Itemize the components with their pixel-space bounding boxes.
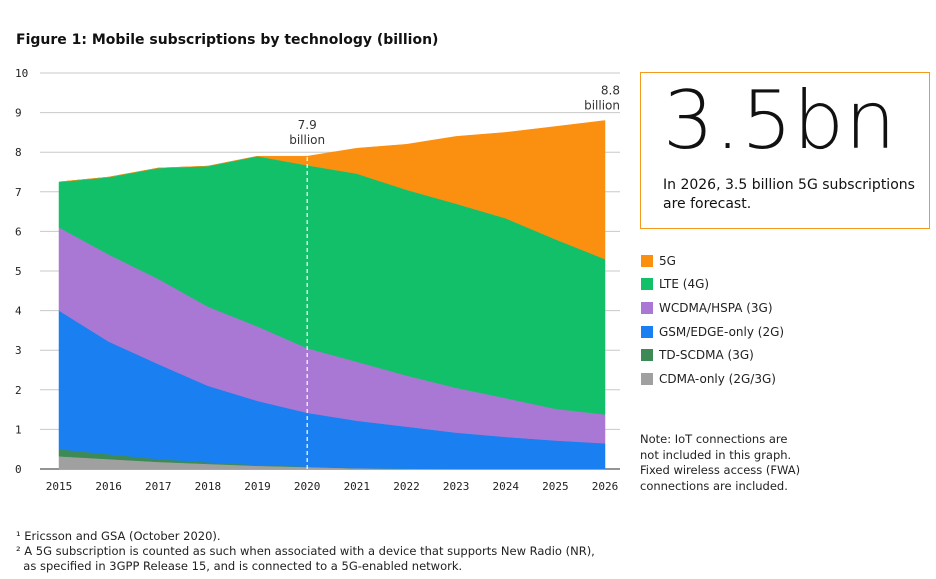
note-line: connections are included. [640, 478, 788, 493]
y-tick-label: 2 [15, 384, 22, 397]
legend-swatch [641, 349, 653, 362]
y-tick-label: 9 [15, 107, 22, 120]
legend-item: LTE (4G) [641, 273, 784, 297]
y-tick-label: 1 [15, 423, 22, 436]
x-tick-label: 2019 [244, 480, 271, 493]
legend-label: TD-SCDMA (3G) [659, 348, 754, 363]
legend-swatch [641, 301, 653, 314]
legend-swatch [641, 325, 653, 338]
area-series-5g [58, 120, 606, 260]
legend-item: TD-SCDMA (3G) [641, 343, 784, 367]
x-tick-label: 2015 [46, 480, 73, 493]
callout-figure: 3.5bn [663, 74, 897, 167]
legend-label: CDMA-only (2G/3G) [659, 371, 776, 386]
x-tick-label: 2016 [95, 480, 122, 493]
footnote-1: ¹ Ericsson and GSA (October 2020). [16, 529, 221, 543]
annotation-value: 7.9 [298, 118, 317, 132]
stacked-areas [58, 120, 606, 470]
x-tick-label: 2023 [443, 480, 470, 493]
annotation-value: 8.8 [601, 84, 620, 98]
legend-label: LTE (4G) [659, 277, 710, 292]
callout-box: 3.5bn In 2026, 3.5 billion 5G subscripti… [640, 72, 930, 229]
y-tick-label: 3 [15, 344, 22, 357]
legend-item: WCDMA/HSPA (3G) [641, 296, 784, 320]
note-line: Note: IoT connections are [640, 432, 788, 446]
legend: 5G LTE (4G) WCDMA/HSPA (3G) GSM/EDGE-only (… [641, 249, 784, 391]
y-axis-ticks: 0 1 2 3 4 5 6 7 8 9 10 [15, 67, 28, 476]
footnote-2: ² A 5G subscription is counted as such w… [16, 544, 595, 558]
y-tick-label: 4 [15, 305, 22, 318]
legend-label: WCDMA/HSPA (3G) [659, 300, 773, 315]
figure-title: Figure 1: Mobile subscriptions by techno… [16, 32, 439, 48]
note-line: not included in this graph. [640, 447, 792, 462]
legend-swatch [641, 254, 653, 267]
y-tick-label: 0 [15, 463, 22, 476]
annotation-unit: billion [289, 133, 325, 147]
x-tick-label: 2021 [344, 480, 371, 493]
annotation-unit: billion [584, 99, 620, 113]
x-tick-label: 2020 [294, 480, 321, 493]
x-tick-label: 2026 [592, 480, 619, 493]
callout-text: In 2026, 3.5 billion 5G subscriptions ar… [663, 177, 915, 212]
y-tick-label: 5 [15, 265, 22, 278]
legend-item: 5G [641, 249, 784, 273]
legend-label: GSM/EDGE-only (2G) [659, 324, 785, 339]
x-tick-label: 2022 [393, 480, 420, 493]
legend-swatch [641, 372, 653, 385]
y-tick-label: 7 [15, 186, 22, 199]
footnotes: ¹ Ericsson and GSA (October 2020). ² A 5… [16, 529, 595, 574]
x-tick-label: 2018 [195, 480, 222, 493]
legend-swatch [641, 278, 653, 291]
legend-item: CDMA-only (2G/3G) [641, 367, 784, 391]
legend-label: 5G [659, 253, 676, 268]
legend-item: GSM/EDGE-only (2G) [641, 320, 784, 344]
y-tick-label: 6 [15, 225, 22, 238]
chart-note: Note: IoT connections are not included i… [640, 432, 800, 494]
note-line: Fixed wireless access (FWA) [640, 463, 801, 477]
footnote-2-continued: as specified in 3GPP Release 15, and is … [16, 559, 463, 573]
y-tick-label: 8 [15, 146, 22, 159]
y-tick-label: 10 [15, 67, 28, 80]
x-tick-label: 2024 [492, 480, 519, 493]
x-tick-label: 2025 [542, 480, 569, 493]
x-tick-label: 2017 [145, 480, 172, 493]
x-axis-ticks: 2015 2016 2017 2018 2019 2020 2021 2022 2023 2024… [46, 480, 619, 493]
